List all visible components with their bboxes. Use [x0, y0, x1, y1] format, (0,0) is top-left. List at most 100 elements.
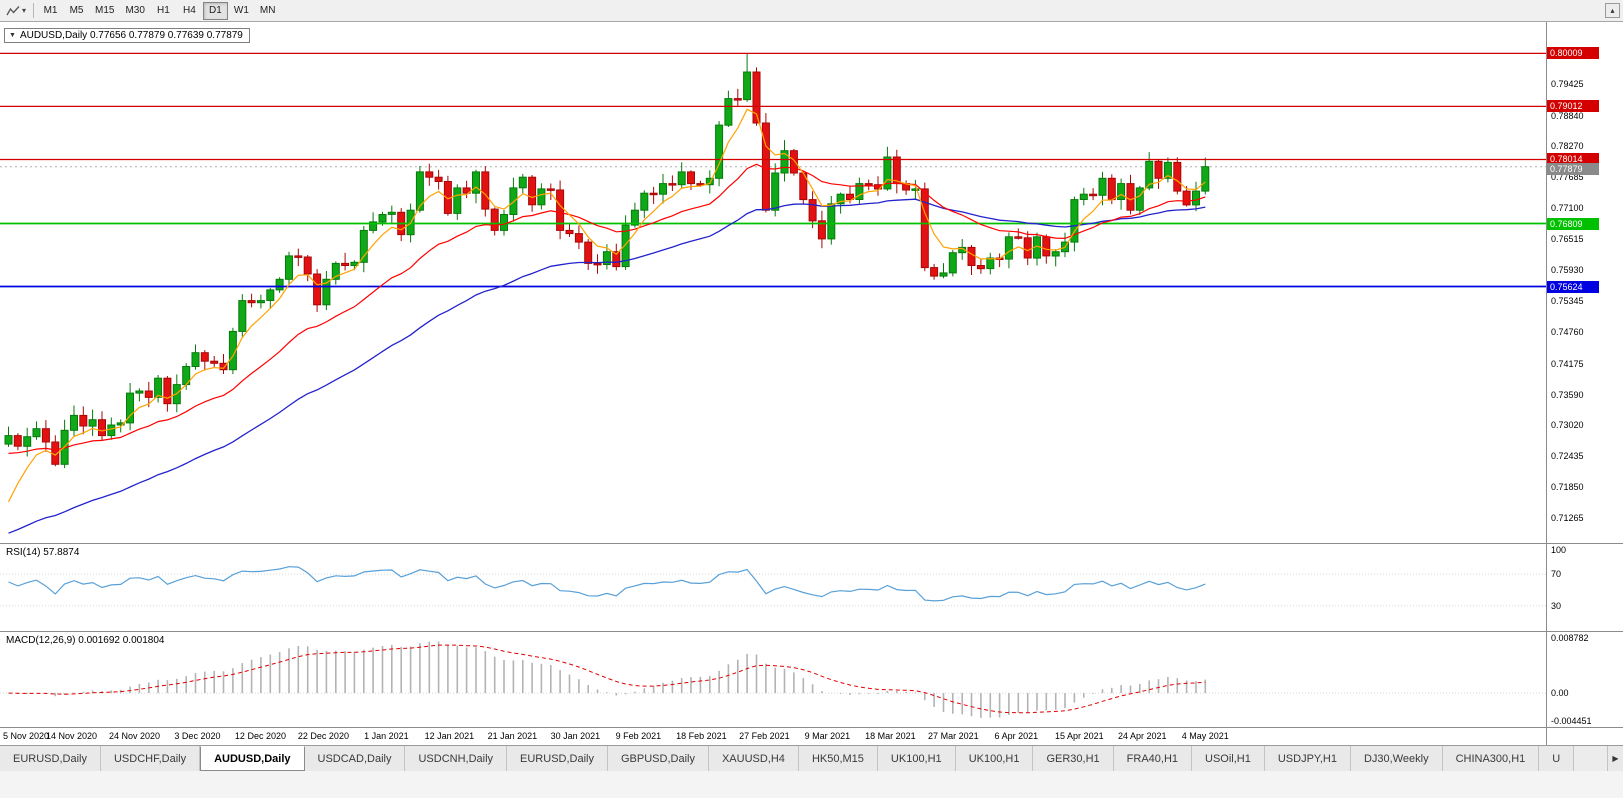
symbol-tab-uk100-h1[interactable]: UK100,H1	[955, 746, 1034, 771]
dropdown-caret-icon: ▾	[22, 5, 27, 15]
price-axis-tick: 0.78270	[1551, 140, 1584, 151]
date-axis-label: 27 Feb 2021	[739, 731, 790, 741]
timeframe-button-mn[interactable]: MN	[259, 5, 276, 16]
date-axis-label: 18 Feb 2021	[676, 731, 727, 741]
timeframe-button-h4[interactable]: H4	[183, 5, 196, 16]
date-axis-label: 4 May 2021	[1181, 731, 1229, 741]
date-axis-label: 21 Jan 2021	[487, 731, 538, 741]
price-axis-tick: 0.77100	[1551, 203, 1584, 214]
date-axis[interactable]: 5 Nov 2020 14 Nov 2020 24 Nov 2020 3 Dec 20…	[0, 728, 1546, 745]
date-axis-label: 18 Mar 2021	[865, 731, 916, 741]
date-axis-label: 12 Jan 2021	[424, 731, 475, 741]
symbol-tab-usdjpy-h1[interactable]: USDJPY,H1	[1264, 746, 1351, 771]
symbol-tab-fra40-h1[interactable]: FRA40,H1	[1113, 746, 1193, 771]
chart-ohlc-title: ▼ AUDUSD,Daily 0.77656 0.77879 0.77639 0…	[4, 28, 250, 43]
current-price-label: 0.77879	[1547, 162, 1599, 175]
symbol-tab-usdchf-daily[interactable]: USDCHF,Daily	[100, 746, 201, 771]
panel-splitter-macd[interactable]	[0, 631, 1623, 632]
symbol-tab-usdcnh-daily[interactable]: USDCNH,Daily	[405, 746, 508, 771]
macd-axis-tick: 0.008782	[1551, 632, 1589, 643]
date-axis-label: 12 Dec 2020	[234, 731, 286, 741]
price-axis-tick: 0.72435	[1551, 451, 1584, 462]
toolbar: ▾ M1 M5 M15 M30 H1 H4 D1 W1 MN ▴	[0, 0, 1623, 22]
price-axis-tick: 0.73590	[1551, 389, 1584, 400]
symbol-tabs: EURUSD,Daily USDCHF,Daily AUDUSD,Daily USDC…	[0, 746, 1607, 771]
level-price-label: 0.75624	[1547, 280, 1599, 293]
level-price-label: 0.80009	[1547, 47, 1599, 60]
collapse-triangle-icon[interactable]: ▼	[9, 32, 16, 39]
level-price-label: 0.76809	[1547, 217, 1599, 230]
line-tool-button[interactable]: ▾	[3, 2, 29, 20]
symbol-tab-hk50-m15[interactable]: HK50,M15	[798, 746, 878, 771]
rsi-axis-tick: 70	[1551, 569, 1562, 580]
rsi-panel-canvas[interactable]	[0, 544, 1546, 631]
date-axis-label: 24 Apr 2021	[1118, 731, 1167, 741]
zigzag-tool-icon	[6, 5, 20, 15]
date-axis-label: 3 Dec 2020	[174, 731, 221, 741]
symbol-tab-dj30-weekly[interactable]: DJ30,Weekly	[1350, 746, 1443, 771]
toolbar-separator	[33, 3, 35, 18]
date-axis-label: 9 Mar 2021	[804, 731, 851, 741]
price-axis-tick: 0.73020	[1551, 419, 1584, 430]
timeframe-button-m1[interactable]: M1	[43, 5, 58, 16]
timeframe-button-d1[interactable]: D1	[202, 1, 228, 20]
axis-divider	[1546, 22, 1547, 745]
symbol-tab-eurusd-daily[interactable]: EURUSD,Daily	[507, 746, 608, 771]
rsi-indicator-label: RSI(14) 57.8874	[6, 547, 80, 558]
date-axis-label: 9 Feb 2021	[615, 731, 662, 741]
date-axis-label: 15 Apr 2021	[1055, 731, 1104, 741]
toolbar-right: ▴	[1605, 3, 1620, 18]
date-axis-label: 30 Jan 2021	[550, 731, 601, 741]
price-axis-tick: 0.76515	[1551, 234, 1584, 245]
date-axis-label: 14 Nov 2020	[45, 731, 98, 741]
symbol-tab-uk100-h1[interactable]: UK100,H1	[877, 746, 956, 771]
timeframe-button-m5[interactable]: M5	[69, 5, 84, 16]
timeframe-button-h1[interactable]: H1	[157, 5, 170, 16]
date-axis-label: 1 Jan 2021	[364, 731, 409, 741]
price-axis-tick: 0.74760	[1551, 327, 1584, 338]
rsi-axis-tick: 100	[1551, 545, 1567, 556]
date-axis-label: 6 Apr 2021	[994, 731, 1039, 741]
price-axis[interactable]	[1547, 22, 1623, 745]
chart-tab-bar: EURUSD,Daily USDCHF,Daily AUDUSD,Daily USDC…	[0, 745, 1623, 771]
panel-splitter-rsi[interactable]	[0, 543, 1623, 544]
price-axis-tick: 0.71265	[1551, 513, 1584, 524]
level-price-label: 0.79012	[1547, 100, 1599, 113]
price-axis-tick: 0.78840	[1551, 110, 1584, 121]
timeframe-button-m15[interactable]: M15	[95, 5, 115, 16]
date-axis-label: 5 Nov 2020	[3, 731, 50, 741]
chart-title-text: AUDUSD,Daily 0.77656 0.77879 0.77639 0.7…	[19, 30, 243, 41]
macd-axis-tick: -0.004451	[1551, 716, 1592, 727]
macd-panel-canvas[interactable]	[0, 632, 1546, 727]
symbol-tab-ger30-h1[interactable]: GER30,H1	[1033, 746, 1114, 771]
symbol-tab-u[interactable]: U	[1539, 746, 1575, 771]
symbol-tab-usoil-h1[interactable]: USOil,H1	[1192, 746, 1265, 771]
price-axis-tick: 0.77685	[1551, 171, 1584, 182]
price-axis-tick: 0.74175	[1551, 358, 1584, 369]
rsi-axis-tick: 30	[1551, 600, 1562, 611]
symbol-tab-eurusd-daily[interactable]: EURUSD,Daily	[0, 746, 101, 771]
date-axis-label: 22 Dec 2020	[297, 731, 349, 741]
symbol-tab-audusd-daily[interactable]: AUDUSD,Daily	[200, 746, 305, 771]
panel-splitter-dates	[0, 727, 1623, 728]
tab-scroll-right-button[interactable]: ▶	[1607, 746, 1623, 771]
price-axis-tick: 0.75930	[1551, 265, 1584, 276]
main-chart-canvas[interactable]	[0, 22, 1546, 543]
symbol-tab-gbpusd-daily[interactable]: GBPUSD,Daily	[608, 746, 709, 771]
symbol-tab-usdcad-daily[interactable]: USDCAD,Daily	[304, 746, 406, 771]
symbol-tab-xauusd-h4[interactable]: XAUUSD,H4	[708, 746, 799, 771]
macd-indicator-label: MACD(12,26,9) 0.001692 0.001804	[6, 635, 165, 646]
price-axis-tick: 0.75345	[1551, 296, 1584, 307]
symbol-tab-china300-h1[interactable]: CHINA300,H1	[1442, 746, 1540, 771]
scroll-up-button[interactable]: ▴	[1605, 3, 1620, 18]
timeframe-button-w1[interactable]: W1	[233, 5, 249, 16]
status-strip	[0, 771, 1623, 798]
timeframe-button-m30[interactable]: M30	[125, 5, 145, 16]
price-axis-tick: 0.79425	[1551, 79, 1584, 90]
date-axis-label: 24 Nov 2020	[108, 731, 160, 741]
date-axis-label: 27 Mar 2021	[928, 731, 979, 741]
price-axis-tick: 0.71850	[1551, 482, 1584, 493]
timeframe-buttons: M1 M5 M15 M30 H1 H4 D1 W1 MN	[38, 1, 280, 20]
level-price-label: 0.78014	[1547, 153, 1599, 166]
